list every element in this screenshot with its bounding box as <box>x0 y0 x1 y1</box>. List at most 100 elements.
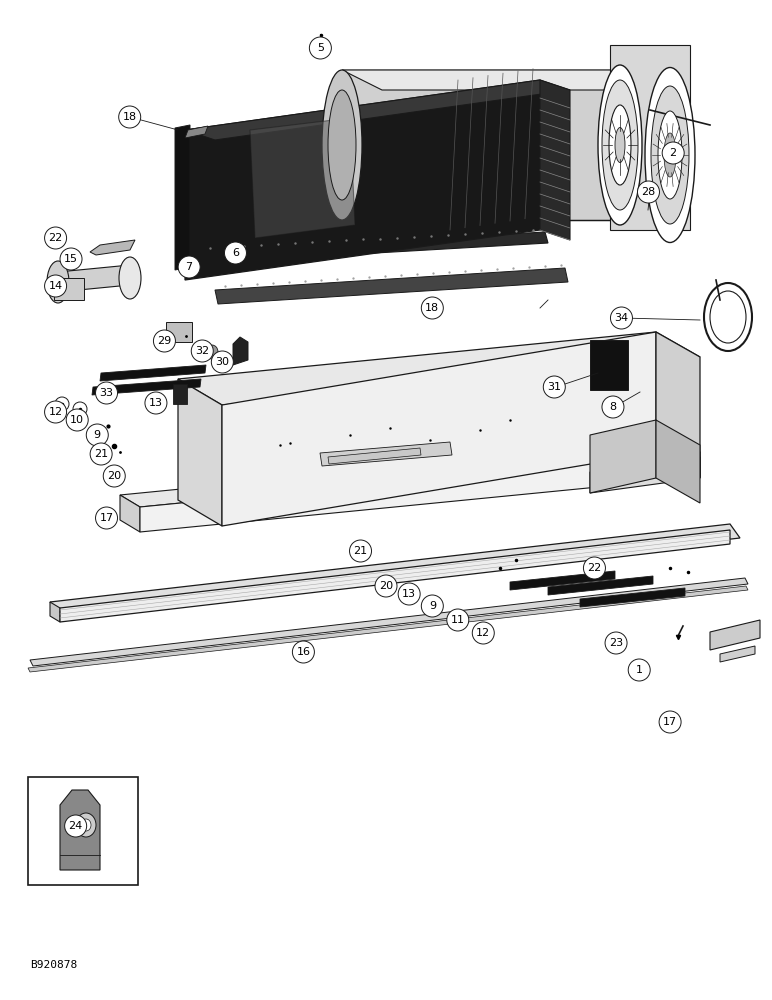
Polygon shape <box>656 332 700 478</box>
Ellipse shape <box>598 65 642 225</box>
Polygon shape <box>58 265 130 292</box>
Polygon shape <box>140 452 700 532</box>
Text: 24: 24 <box>69 821 83 831</box>
Polygon shape <box>656 420 700 503</box>
Bar <box>590 340 628 390</box>
Circle shape <box>605 632 627 654</box>
Text: 34: 34 <box>615 313 628 323</box>
Ellipse shape <box>73 402 87 416</box>
Circle shape <box>119 106 141 128</box>
Bar <box>166 322 192 342</box>
Circle shape <box>472 622 494 644</box>
Circle shape <box>103 465 125 487</box>
Circle shape <box>66 409 88 431</box>
Circle shape <box>178 256 200 278</box>
Text: 17: 17 <box>100 513 113 523</box>
Polygon shape <box>185 80 540 280</box>
Text: 10: 10 <box>70 415 84 425</box>
Circle shape <box>350 540 371 562</box>
Polygon shape <box>233 337 248 365</box>
Polygon shape <box>222 332 656 526</box>
Polygon shape <box>185 126 208 138</box>
Text: 13: 13 <box>149 398 163 408</box>
Bar <box>173 384 187 404</box>
Text: B920878: B920878 <box>30 960 77 970</box>
Text: 23: 23 <box>609 638 623 648</box>
Text: 14: 14 <box>49 281 63 291</box>
Polygon shape <box>120 440 700 507</box>
Circle shape <box>45 275 66 297</box>
Polygon shape <box>60 790 100 870</box>
Circle shape <box>86 424 108 446</box>
Bar <box>28 777 138 885</box>
Polygon shape <box>178 332 700 405</box>
Text: 18: 18 <box>425 303 439 313</box>
Ellipse shape <box>206 345 218 359</box>
Ellipse shape <box>615 127 625 162</box>
Polygon shape <box>90 240 135 255</box>
Text: 21: 21 <box>94 449 108 459</box>
Polygon shape <box>250 118 355 238</box>
Ellipse shape <box>328 90 356 200</box>
Ellipse shape <box>602 80 638 210</box>
Bar <box>54 278 84 300</box>
Polygon shape <box>200 232 548 263</box>
Ellipse shape <box>322 70 362 220</box>
Circle shape <box>96 507 117 529</box>
Circle shape <box>611 307 632 329</box>
Circle shape <box>145 392 167 414</box>
Text: 20: 20 <box>379 581 393 591</box>
Text: 6: 6 <box>232 248 239 258</box>
Text: 5: 5 <box>317 43 324 53</box>
Circle shape <box>65 815 86 837</box>
Circle shape <box>310 37 331 59</box>
Text: 9: 9 <box>93 430 101 440</box>
Ellipse shape <box>119 257 141 299</box>
Polygon shape <box>60 530 730 622</box>
Polygon shape <box>50 602 60 622</box>
Polygon shape <box>610 45 690 230</box>
Polygon shape <box>50 524 740 616</box>
Polygon shape <box>720 646 755 662</box>
Ellipse shape <box>658 111 682 199</box>
Circle shape <box>659 711 681 733</box>
Text: 2: 2 <box>669 148 677 158</box>
Circle shape <box>422 595 443 617</box>
Polygon shape <box>328 448 421 464</box>
Circle shape <box>543 376 565 398</box>
Polygon shape <box>100 365 206 381</box>
Circle shape <box>662 142 684 164</box>
Ellipse shape <box>651 86 689 224</box>
Polygon shape <box>175 125 190 270</box>
Text: 12: 12 <box>49 407 63 417</box>
Polygon shape <box>215 268 568 304</box>
Polygon shape <box>710 620 760 650</box>
Circle shape <box>191 340 213 362</box>
Polygon shape <box>580 588 685 607</box>
Text: 28: 28 <box>642 187 655 197</box>
Text: 17: 17 <box>663 717 677 727</box>
Circle shape <box>628 659 650 681</box>
Polygon shape <box>178 379 222 526</box>
Circle shape <box>398 583 420 605</box>
Circle shape <box>422 297 443 319</box>
Polygon shape <box>342 70 620 220</box>
Text: 8: 8 <box>609 402 617 412</box>
Text: 30: 30 <box>215 357 229 367</box>
Polygon shape <box>185 80 570 140</box>
Text: 29: 29 <box>157 336 171 346</box>
Polygon shape <box>120 495 140 532</box>
Circle shape <box>60 248 82 270</box>
Text: 16: 16 <box>296 647 310 657</box>
Text: 21: 21 <box>354 546 367 556</box>
Polygon shape <box>540 80 570 240</box>
Text: 22: 22 <box>49 233 63 243</box>
Circle shape <box>154 330 175 352</box>
Text: 20: 20 <box>107 471 121 481</box>
Circle shape <box>375 575 397 597</box>
Ellipse shape <box>76 813 96 837</box>
Text: 33: 33 <box>100 388 113 398</box>
Polygon shape <box>590 420 656 493</box>
Circle shape <box>447 609 469 631</box>
Circle shape <box>638 181 659 203</box>
